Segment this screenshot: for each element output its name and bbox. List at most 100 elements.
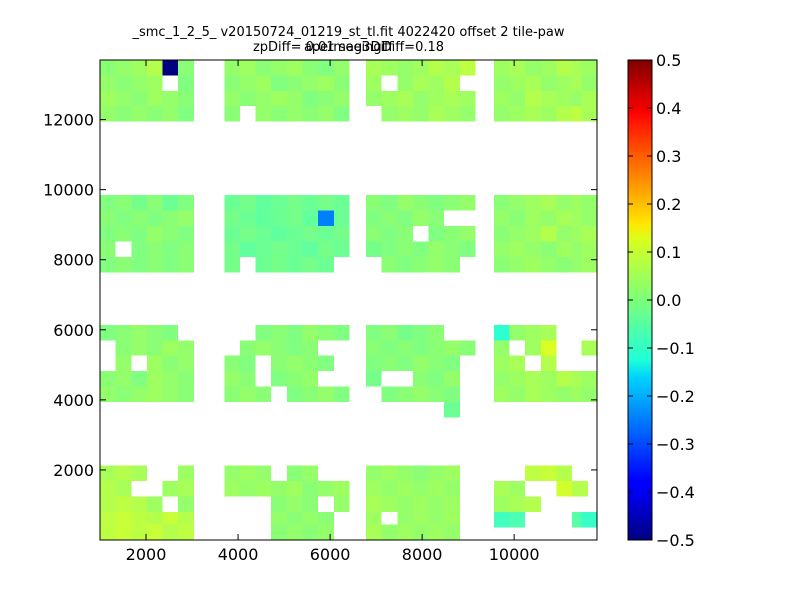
heatmap-cell — [178, 481, 194, 497]
heatmap-cell — [271, 481, 287, 497]
heatmap-cell — [381, 465, 398, 482]
heatmap-cell — [100, 75, 116, 91]
heatmap-cell — [556, 210, 573, 227]
heatmap-cell — [239, 75, 256, 91]
heatmap-cell — [271, 210, 287, 227]
heatmap-cell — [333, 241, 350, 257]
heatmap-cell — [459, 226, 476, 242]
heatmap-cell — [271, 324, 287, 341]
heatmap-cell — [556, 241, 573, 257]
heatmap-cell — [224, 90, 240, 107]
heatmap-cell — [178, 386, 194, 402]
heatmap-cell — [397, 511, 413, 528]
heatmap-cell — [540, 256, 557, 273]
heatmap-cell — [115, 496, 132, 512]
heatmap-cell — [412, 371, 429, 387]
heatmap-cell — [115, 524, 132, 540]
heatmap-cell — [115, 256, 132, 273]
heatmap-cell — [239, 465, 256, 482]
heatmap-cell — [333, 324, 350, 341]
heatmap-cell — [333, 195, 350, 211]
heatmap-cell — [239, 355, 256, 372]
heatmap-cell — [581, 340, 597, 356]
heatmap-cell — [286, 511, 303, 528]
heatmap-cell — [271, 340, 287, 356]
heatmap-cell — [100, 90, 116, 107]
heatmap-cell — [428, 106, 445, 122]
heatmap-cell — [428, 60, 445, 76]
heatmap-cell — [115, 340, 132, 356]
heatmap-cell — [146, 210, 163, 227]
heatmap-cell — [381, 226, 398, 242]
heatmap-cell — [540, 195, 557, 211]
heatmap-cell — [115, 106, 132, 122]
heatmap-cell — [162, 481, 179, 497]
heatmap-cell — [444, 386, 460, 402]
heatmap-cell — [365, 481, 382, 497]
x-axis: 2000 4000 6000 8000 10000 — [126, 60, 540, 564]
heatmap-cell — [428, 195, 445, 211]
heatmap-cell — [493, 226, 510, 242]
heatmap-cell — [318, 75, 334, 91]
heatmap-cell — [428, 511, 445, 528]
heatmap-cell — [162, 386, 179, 402]
heatmap-cell — [318, 241, 334, 257]
heatmap-cell — [146, 340, 163, 356]
heatmap-cell — [540, 210, 557, 227]
heatmap-cell — [509, 256, 526, 273]
heatmap-cell — [146, 324, 163, 341]
heatmap-cell — [581, 210, 597, 227]
heatmap-cell — [115, 90, 132, 107]
heatmap-cell — [493, 195, 510, 211]
heatmap-cell — [178, 496, 194, 512]
heatmap-cell — [493, 256, 510, 273]
heatmap-cell — [302, 340, 319, 356]
heatmap-cell — [131, 340, 147, 356]
heatmap-cell — [100, 511, 116, 528]
heatmap-cell — [255, 340, 272, 356]
heatmap-cell — [302, 511, 319, 528]
heatmap-cell — [428, 324, 445, 341]
heatmap-cell — [381, 210, 398, 227]
heatmap-cell — [397, 386, 413, 402]
heatmap-cell — [412, 90, 429, 107]
heatmap-cell — [525, 340, 541, 356]
heatmap-cell — [540, 75, 557, 91]
heatmap-cell — [318, 481, 334, 497]
heatmap-cell — [493, 496, 510, 512]
heatmap-cell — [381, 340, 398, 356]
heatmap-cell — [286, 481, 303, 497]
heatmap-cell — [146, 256, 163, 273]
heatmap-cell — [115, 60, 132, 76]
heatmap-cell — [239, 90, 256, 107]
heatmap-cell — [509, 511, 526, 528]
heatmap-cell — [397, 324, 413, 341]
heatmap-cell — [397, 210, 413, 227]
heatmap-cell — [525, 496, 541, 512]
heatmap-cell — [318, 511, 334, 528]
heatmap-cell — [581, 60, 597, 76]
heatmap-cell — [381, 241, 398, 257]
heatmap-cell — [302, 210, 319, 227]
x-tick-label: 4000 — [218, 545, 259, 564]
heatmap-cell — [381, 195, 398, 211]
heatmap-cell — [556, 386, 573, 402]
heatmap-cell — [255, 256, 272, 273]
heatmap-cell — [162, 241, 179, 257]
heatmap-cell — [100, 496, 116, 512]
heatmap-cell — [271, 256, 287, 273]
heatmap-cell — [333, 75, 350, 91]
heatmap-cell — [224, 60, 240, 76]
heatmap-cell — [412, 75, 429, 91]
heatmap-cell — [286, 465, 303, 482]
heatmap-cell — [365, 241, 382, 257]
heatmap-cell — [286, 386, 303, 402]
heatmap-cell — [365, 355, 382, 372]
heatmap-cell — [178, 195, 194, 211]
heatmap-cell — [131, 386, 147, 402]
heatmap-cell — [412, 106, 429, 122]
heatmap-cell — [318, 210, 334, 227]
heatmap-cell — [115, 371, 132, 387]
heatmap-cell — [286, 210, 303, 227]
heatmap-cell — [302, 60, 319, 76]
